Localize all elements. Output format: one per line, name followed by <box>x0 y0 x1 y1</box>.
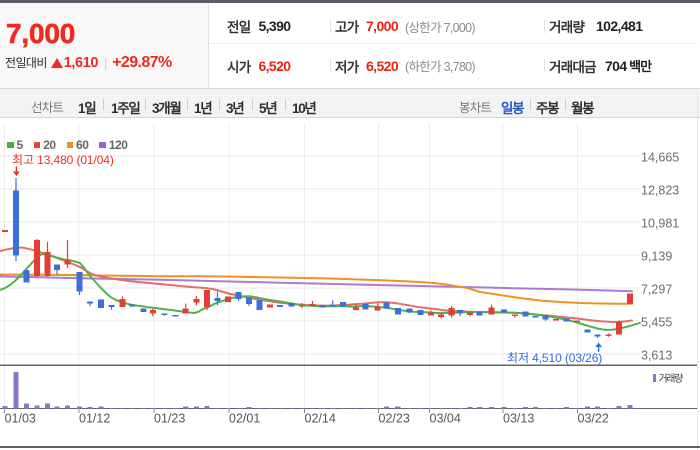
svg-text:01/03: 01/03 <box>5 412 36 426</box>
svg-text:03/22: 03/22 <box>578 412 609 426</box>
svg-text:01/12: 01/12 <box>79 412 110 426</box>
svg-text:9,139: 9,139 <box>641 250 672 264</box>
svg-text:02/14: 02/14 <box>305 412 336 426</box>
svg-text:14,665: 14,665 <box>641 151 679 165</box>
svg-text:02/23: 02/23 <box>379 412 410 426</box>
svg-text:10,981: 10,981 <box>641 217 679 231</box>
svg-text:최저 4,510 (03/26): 최저 4,510 (03/26) <box>507 351 602 365</box>
svg-text:3,613: 3,613 <box>641 349 672 363</box>
svg-text:02/01: 02/01 <box>229 412 260 426</box>
svg-text:01/23: 01/23 <box>154 412 185 426</box>
svg-text:03/04: 03/04 <box>430 412 461 426</box>
svg-text:03/13: 03/13 <box>503 412 534 426</box>
svg-text:7,297: 7,297 <box>641 283 672 297</box>
svg-text:거래량: 거래량 <box>659 373 684 385</box>
svg-text:5,455: 5,455 <box>641 316 672 330</box>
svg-text:최고 13,480 (01/04): 최고 13,480 (01/04) <box>12 153 114 167</box>
svg-text:12,823: 12,823 <box>641 184 679 198</box>
